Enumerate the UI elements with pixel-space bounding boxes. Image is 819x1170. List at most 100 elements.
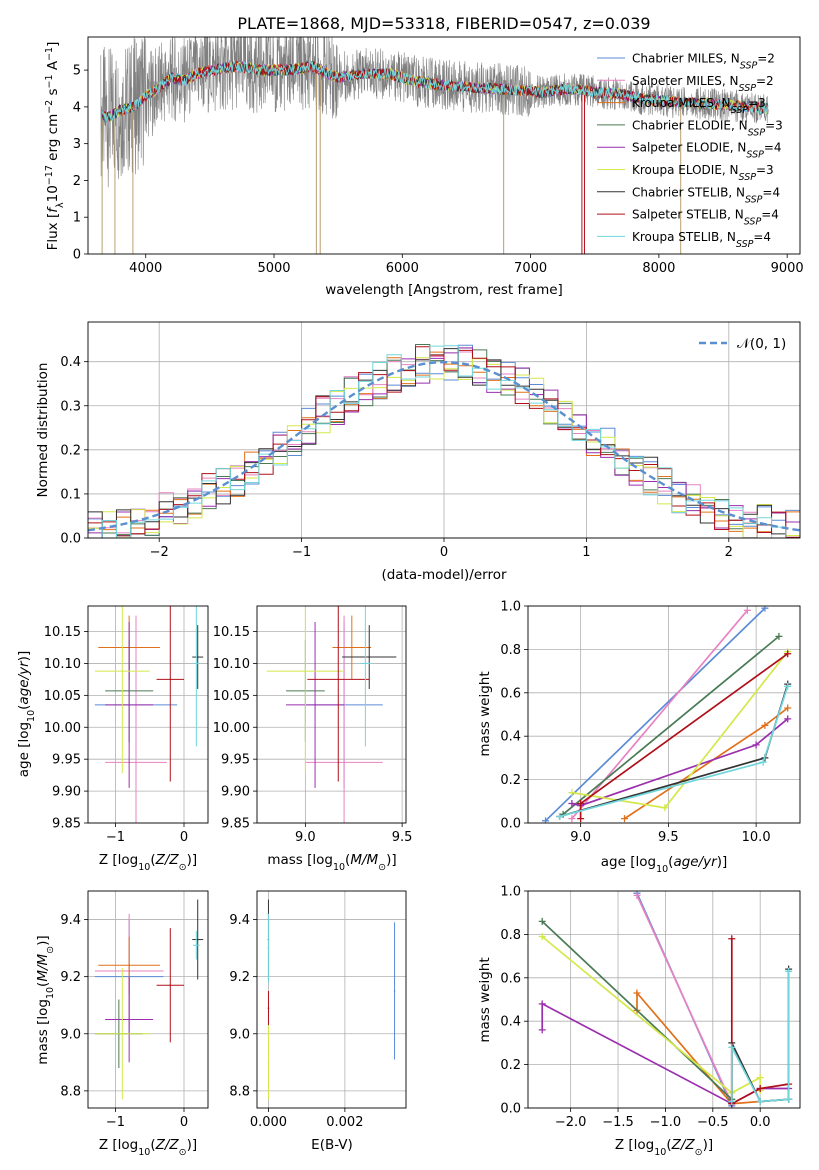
legend-label: Kroupa ELODIE, NSSP=3 [632,163,774,183]
x-tick-label: 0 [180,1115,188,1130]
data-point [368,656,371,658]
series-marker [759,758,767,766]
label-part: ⊙ [378,862,386,873]
y-tick-label: 10.00 [44,721,81,736]
residuals-axes: −2 −1 0 1 2 0.0 0.1 0.2 0.3 0.4 [60,321,801,560]
axes-frame [256,605,407,824]
y-axis-label: mass weight [477,671,493,756]
label-part: 10 [45,185,61,202]
label-part: SSP [746,149,764,160]
y-tick-label: 9.2 [229,970,250,985]
label-part: )] [187,1137,198,1153]
y-tick-label: 0.0 [500,817,521,832]
data-point [351,646,353,649]
series-marker [538,1000,546,1008]
series-marker [784,704,792,712]
label-part: SSP [740,60,758,71]
series-marker [761,721,769,729]
data-point [195,662,198,665]
label-part: Chabrier STELIB, N [632,185,745,199]
series-marker [756,1097,764,1105]
label-part: 10 [138,862,150,873]
label-part: mass [log [267,852,333,868]
series-marker [568,799,576,807]
y-tick-label: 9.95 [221,753,250,768]
x-tick-label: 0 [180,830,188,845]
x-tick-label: −1 [292,545,311,560]
axes-frame [527,605,801,824]
histogram-step [88,357,800,538]
series-marker [784,715,792,723]
legend-label: Salpeter STELIB, NSSP=4 [632,208,779,228]
label-part: =3 [765,118,783,132]
y-tick-label: 0.2 [60,443,81,458]
y-tick-label: 10.05 [213,689,250,704]
data-point [364,662,367,665]
legend-label: Kroupa STELIB, NSSP=4 [632,230,771,250]
y-tick-label: 10.10 [44,657,81,672]
label-part: )] [703,1137,714,1153]
series-marker [784,650,792,658]
label-part: 10 [138,1147,150,1158]
label-part: ( [666,1137,671,1153]
y-tick-label: 9.0 [60,1027,81,1042]
series-marker [577,799,585,807]
age_vs_mass-plot-area [266,606,397,823]
label-part: 10 [45,987,56,999]
y-tick-label: 0.8 [500,643,521,658]
mass_vs_Z-grid [88,891,208,1108]
label-part: SSP [745,194,763,205]
label-part: SSP [736,238,754,249]
x-axis-label: Z [log10(Z/Z⊙)] [99,1137,197,1158]
x-tick-label: 2 [725,545,733,560]
x-tick-label: 0.002 [326,1115,363,1130]
y-tick-label: 0.1 [60,487,81,502]
label-part: Chabrier MILES, N [632,52,740,66]
y-tick-label: 8.8 [60,1084,81,1099]
series-marker [661,804,669,812]
label-part: ⊙ [45,946,56,954]
x-tick-label: 9.5 [658,830,679,845]
label-part: SSP [739,172,757,183]
series-marker [784,682,792,690]
legend-label: Salpeter ELODIE, NSSP=4 [632,141,782,161]
label-part: Salpeter MILES, N [632,74,739,88]
label-part: A [45,60,61,74]
y-tick-label: 1.0 [500,885,521,900]
y-tick-label: 1.0 [500,600,521,615]
data-point [169,678,172,681]
data-point [128,1018,130,1021]
y-tick-label: 10.05 [44,689,81,704]
label-part: =4 [761,208,779,222]
y-tick-label: 2 [73,174,81,189]
x-axis-label: age [log10(age/yr)] [601,854,727,875]
y-tick-label: 0 [73,248,81,263]
label-part: SSP [748,127,766,138]
mass_vs_Z-axes: −1 0 8.8 9.0 9.2 9.4 [60,890,209,1130]
label-part: M/M [350,852,378,868]
series-line [562,635,780,815]
series-marker [568,815,576,823]
label-part: ( [150,852,155,868]
label-part: λ [55,202,66,208]
label-part: age [log [601,854,656,870]
data-point [267,947,270,949]
legend-label: Chabrier STELIB, NSSP=4 [632,185,780,205]
series-marker [775,632,783,640]
label-part: ] [45,42,61,47]
y-tick-label: 10.15 [44,625,81,640]
legend-label: Kroupa MILES, NSSP=3 [632,96,766,116]
data-point [304,670,307,672]
x-tick-label: 9000 [771,261,804,276]
y-axis-label: Flux [fλ10−17 erg cm−2 s−1 A−1] [44,42,66,251]
data-point [267,1061,270,1064]
series-line [541,935,762,1094]
label-part: f [45,206,61,213]
label-part: 10 [333,862,345,873]
series-marker [728,1043,736,1051]
y-tick-label: 0.3 [60,399,81,414]
histogram-step [101,345,787,538]
data-point [393,990,396,992]
series-line [636,894,733,1105]
data-point [135,761,137,764]
